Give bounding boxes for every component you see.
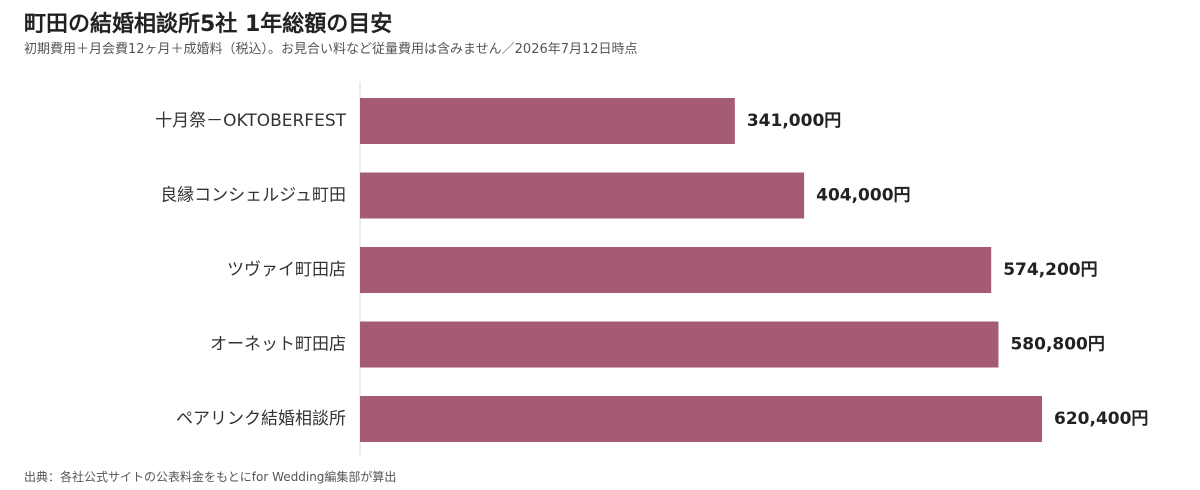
bar — [360, 321, 999, 368]
value-label: 620,400円 — [1054, 409, 1148, 429]
category-label: オーネット町田店 — [210, 335, 346, 355]
value-label: 574,200円 — [1003, 260, 1097, 280]
bar — [360, 396, 1042, 442]
chart-subtitle: 初期費用＋月会費12ヶ月＋成婚料（税込）。お見合い料など従量費用は含みません／2… — [24, 42, 638, 57]
bar — [360, 172, 805, 219]
bar — [360, 98, 735, 144]
value-label: 341,000円 — [747, 111, 841, 131]
category-label: ペアリンク結婚相談所 — [176, 409, 346, 429]
value-label: 404,000円 — [816, 186, 910, 206]
value-label: 580,800円 — [1010, 335, 1104, 355]
chart-title: 町田の結婚相談所5社 1年総額の目安 — [24, 12, 393, 37]
source-note: 出典：各社公式サイトの公表料金をもとにfor Wedding編集部が算出 — [24, 470, 397, 484]
category-label: 良縁コンシェルジュ町田 — [160, 186, 346, 206]
category-label: ツヴァイ町田店 — [227, 260, 346, 280]
bar — [360, 247, 992, 293]
category-label: 十月祭－OKTOBERFEST — [155, 111, 347, 131]
